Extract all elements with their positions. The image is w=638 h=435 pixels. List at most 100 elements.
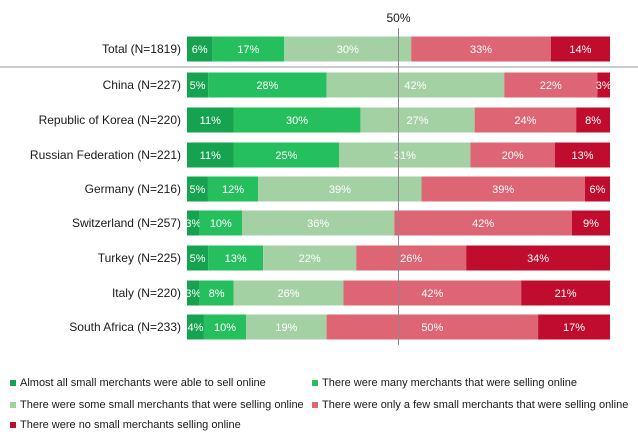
bar-value-label: 17%: [237, 44, 259, 56]
bar-segment: [597, 72, 610, 98]
bar-value-label: 28%: [256, 80, 278, 92]
bar-segment: [411, 36, 551, 62]
bar-value-label: 3%: [185, 288, 201, 300]
bar-value-label: 5%: [190, 80, 206, 92]
bar-value-label: 22%: [299, 253, 321, 265]
bar-value-label: 20%: [502, 150, 524, 162]
bar-segment: [199, 210, 242, 236]
bar-segment: [356, 245, 467, 271]
bar-segment: [208, 72, 327, 98]
bar-value-label: 11%: [200, 115, 221, 127]
bar-segment: [474, 107, 577, 133]
bar-segment: [343, 280, 522, 306]
category-label: Turkey (N=225): [98, 251, 181, 265]
bar-value-label: 14%: [569, 44, 591, 56]
bar-value-label: 6%: [192, 44, 208, 56]
bar-value-label: 3%: [185, 218, 201, 230]
category-label: Total (N=1819): [102, 42, 181, 56]
bar-segment: [538, 314, 610, 340]
bar-value-label: 30%: [337, 44, 359, 56]
bar-segment: [233, 107, 361, 133]
bar-segment: [394, 210, 572, 236]
bar-segment: [187, 176, 208, 202]
bar-value-label: 3%: [596, 80, 612, 92]
bar-segment: [246, 314, 327, 340]
bar-value-label: 8%: [585, 115, 601, 127]
bar-value-label: 39%: [492, 184, 514, 196]
bar-value-label: 13%: [225, 253, 247, 265]
bar-segment: [187, 245, 209, 271]
bar-value-label: 9%: [583, 218, 599, 230]
bar-segment: [233, 280, 344, 306]
bar-value-label: 8%: [209, 288, 225, 300]
bar-value-label: 11%: [200, 150, 221, 162]
bar-value-label: 21%: [555, 288, 577, 300]
bar-segment: [187, 314, 204, 340]
bar-segment: [187, 36, 213, 62]
reference-line-label: 50%: [386, 11, 410, 25]
category-label: Switzerland (N=257): [72, 216, 181, 230]
bar-value-label: 30%: [286, 115, 308, 127]
bar-value-label: 50%: [421, 322, 443, 334]
bar-segment: [504, 72, 598, 98]
bar-value-label: 42%: [404, 80, 426, 92]
bar-segment: [187, 280, 200, 306]
bar-segment: [233, 142, 340, 168]
bar-value-label: 5%: [190, 184, 206, 196]
bar-value-label: 27%: [407, 115, 429, 127]
bar-segment: [584, 176, 610, 202]
bar-value-label: 6%: [589, 184, 605, 196]
category-label: Russian Federation (N=221): [30, 148, 181, 162]
bar-value-label: 26%: [278, 288, 300, 300]
category-label: South Africa (N=233): [69, 320, 181, 334]
category-label: Italy (N=220): [112, 286, 181, 300]
bar-value-label: 42%: [421, 288, 443, 300]
category-label: Republic of Korea (N=220): [39, 113, 181, 127]
bar-segment: [555, 142, 610, 168]
bar-value-label: 24%: [514, 115, 536, 127]
bar-segment: [199, 280, 234, 306]
bar-segment: [263, 245, 357, 271]
bar-value-label: 31%: [394, 150, 416, 162]
bar-value-label: 10%: [210, 218, 232, 230]
bar-segment: [576, 107, 610, 133]
bar-value-label: 36%: [307, 218, 329, 230]
bar-segment: [208, 245, 264, 271]
bar-value-label: 26%: [400, 253, 422, 265]
bar-value-label: 5%: [190, 253, 206, 265]
bar-value-label: 19%: [275, 322, 297, 334]
bar-segment: [521, 280, 610, 306]
bar-segment: [241, 210, 395, 236]
bar-segment: [466, 245, 610, 271]
bar-value-label: 10%: [214, 322, 236, 334]
bar-segment: [187, 210, 200, 236]
bar-value-label: 39%: [329, 184, 351, 196]
bar-value-label: 22%: [540, 80, 562, 92]
bar-segment: [187, 72, 209, 98]
bar-segment: [360, 107, 475, 133]
bar-value-label: 13%: [571, 150, 593, 162]
bar-value-label: 12%: [222, 184, 244, 196]
bar-segment: [212, 36, 285, 62]
bar-segment: [258, 176, 422, 202]
bar-value-label: 4%: [188, 322, 204, 334]
bar-value-label: 25%: [275, 150, 297, 162]
bar-segment: [187, 107, 234, 133]
bar-value-label: 42%: [472, 218, 494, 230]
bar-value-label: 17%: [563, 322, 585, 334]
bar-segment: [284, 36, 412, 62]
category-label: China (N=227): [103, 78, 181, 92]
bar-segment: [203, 314, 247, 340]
bar-segment: [550, 36, 610, 62]
bar-segment: [326, 72, 505, 98]
bar-segment: [187, 142, 234, 168]
bar-segment: [326, 314, 539, 340]
bar-segment: [421, 176, 585, 202]
bar-segment: [207, 176, 259, 202]
bar-value-label: 34%: [527, 253, 549, 265]
bar-segment: [470, 142, 556, 168]
bar-value-label: 33%: [470, 44, 492, 56]
bar-segment: [571, 210, 610, 236]
category-label: Germany (N=216): [85, 182, 181, 196]
